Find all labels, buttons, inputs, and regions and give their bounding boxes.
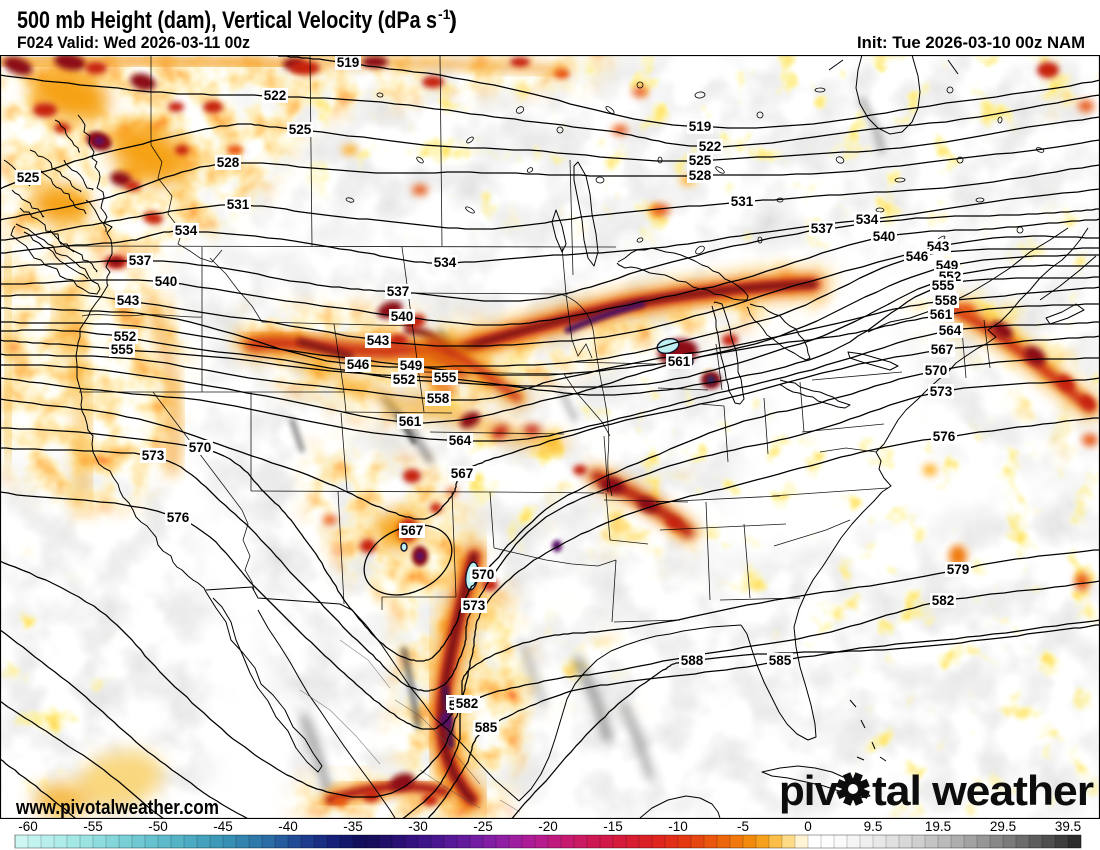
svg-text:29.5: 29.5: [990, 819, 1016, 834]
svg-text:543: 543: [927, 239, 950, 254]
svg-text:-55: -55: [83, 819, 103, 834]
svg-text:543: 543: [117, 293, 140, 308]
svg-text:573: 573: [142, 448, 165, 463]
svg-text:522: 522: [264, 88, 287, 103]
svg-text:564: 564: [449, 433, 472, 448]
svg-text:-30: -30: [408, 819, 428, 834]
svg-text:567: 567: [931, 342, 954, 357]
svg-text:561: 561: [399, 414, 422, 429]
svg-text:tal weather: tal weather: [872, 767, 1094, 814]
svg-text:528: 528: [217, 155, 240, 170]
svg-text:579: 579: [947, 562, 970, 577]
svg-text:19.5: 19.5: [925, 819, 951, 834]
svg-text:-20: -20: [538, 819, 558, 834]
svg-text:561: 561: [930, 307, 953, 322]
svg-text:585: 585: [475, 720, 498, 735]
svg-text:-40: -40: [278, 819, 298, 834]
svg-text:552: 552: [114, 329, 137, 344]
svg-text:F024 Valid: Wed 2026-03-11 00z: F024 Valid: Wed 2026-03-11 00z: [17, 33, 250, 52]
svg-text:-60: -60: [18, 819, 38, 834]
svg-text:525: 525: [289, 122, 312, 137]
svg-text:585: 585: [769, 653, 792, 668]
svg-text:567: 567: [451, 466, 474, 481]
svg-text:537: 537: [129, 253, 152, 268]
svg-text:519: 519: [337, 55, 360, 70]
svg-text:558: 558: [427, 391, 450, 406]
svg-text:525: 525: [17, 170, 40, 185]
svg-text:-50: -50: [148, 819, 168, 834]
svg-text:-45: -45: [213, 819, 233, 834]
svg-text:561: 561: [668, 354, 691, 369]
svg-text:-10: -10: [668, 819, 688, 834]
svg-text:Init: Tue 2026-03-10 00z NAM: Init: Tue 2026-03-10 00z NAM: [857, 33, 1085, 52]
svg-text:-35: -35: [343, 819, 363, 834]
svg-text:546: 546: [906, 249, 929, 264]
svg-text:552: 552: [393, 372, 416, 387]
svg-text:570: 570: [925, 363, 948, 378]
svg-text:0: 0: [804, 819, 812, 834]
svg-text:546: 546: [347, 357, 370, 372]
svg-text:528: 528: [689, 168, 712, 183]
svg-text:525: 525: [689, 153, 712, 168]
svg-text:558: 558: [935, 293, 958, 308]
svg-text:567: 567: [401, 523, 424, 538]
svg-text:555: 555: [932, 278, 955, 293]
svg-text:588: 588: [681, 653, 704, 668]
svg-text:540: 540: [155, 274, 178, 289]
svg-text:582: 582: [932, 593, 955, 608]
svg-text:555: 555: [434, 370, 457, 385]
svg-text:9.5: 9.5: [864, 819, 883, 834]
svg-text:549: 549: [400, 358, 423, 373]
svg-text:564: 564: [939, 323, 962, 338]
svg-text:522: 522: [699, 139, 722, 154]
svg-text:-5: -5: [737, 819, 749, 834]
svg-text:582: 582: [456, 696, 479, 711]
svg-text:www.pivotalweather.com: www.pivotalweather.com: [15, 797, 219, 819]
svg-text:piv: piv: [779, 767, 839, 814]
svg-text:-25: -25: [473, 819, 493, 834]
svg-text:540: 540: [873, 229, 896, 244]
svg-text:534: 534: [175, 223, 198, 238]
svg-text:-1: -1: [438, 6, 451, 22]
svg-text:570: 570: [472, 567, 495, 582]
svg-text:576: 576: [933, 429, 956, 444]
svg-text:576: 576: [167, 510, 190, 525]
svg-text:543: 543: [367, 333, 390, 348]
svg-text:540: 540: [391, 309, 414, 324]
svg-text:534: 534: [434, 255, 457, 270]
svg-text:534: 534: [856, 212, 879, 227]
svg-text:): ): [449, 7, 457, 34]
svg-text:500 mb Height (dam), Vertical: 500 mb Height (dam), Vertical Velocity (…: [17, 7, 437, 34]
svg-text:519: 519: [689, 119, 712, 134]
svg-text:537: 537: [387, 284, 410, 299]
svg-text:570: 570: [189, 440, 212, 455]
svg-text:531: 531: [731, 194, 754, 209]
svg-text:-15: -15: [603, 819, 623, 834]
svg-text:531: 531: [227, 197, 250, 212]
svg-text:555: 555: [111, 342, 134, 357]
svg-text:537: 537: [811, 221, 834, 236]
svg-text:39.5: 39.5: [1055, 819, 1081, 834]
svg-text:573: 573: [930, 384, 953, 399]
svg-text:573: 573: [463, 598, 486, 613]
